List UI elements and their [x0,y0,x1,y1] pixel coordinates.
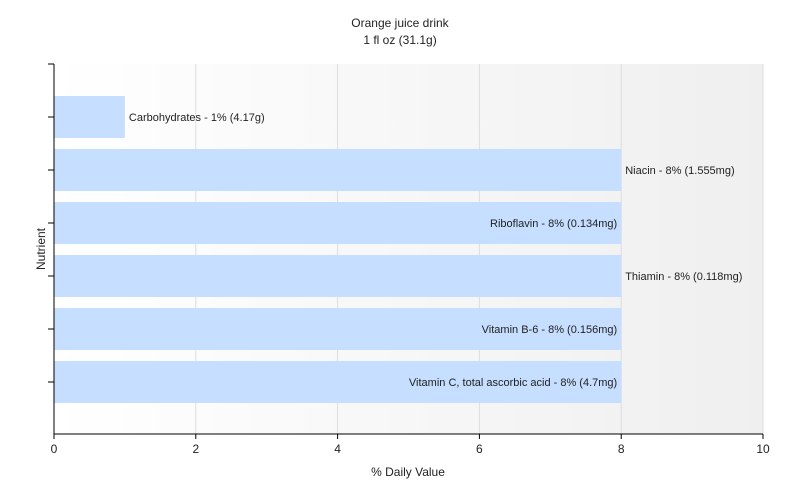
bar [54,149,622,191]
chart-title: Orange juice drink [351,16,449,30]
x-tick-label: 4 [334,442,341,456]
bar-label: Vitamin C, total ascorbic acid - 8% (4.7… [409,377,617,389]
y-axis-label: Nutrient [34,227,48,270]
bar-label: Vitamin B-6 - 8% (0.156mg) [482,324,618,336]
x-tick-label: 10 [756,442,770,456]
bars [54,96,622,403]
bar-label: Thiamin - 8% (0.118mg) [625,271,742,283]
bar [54,361,622,403]
x-tick-label: 2 [192,442,199,456]
x-tick-label: 6 [476,442,483,456]
x-tick-label: 0 [51,442,58,456]
x-axis-label: % Daily Value [371,465,445,479]
bar [54,96,125,138]
bar-labels: Carbohydrates - 1% (4.17g) Niacin - 8% (1… [129,112,742,389]
x-tick-label: 8 [618,442,625,456]
axes: 0 2 4 6 8 10 [48,63,770,456]
bar-label: Carbohydrates - 1% (4.17g) [129,112,265,124]
chart-subtitle: 1 fl oz (31.1g) [363,33,436,47]
bar [54,308,622,350]
bar [54,202,622,244]
bar-label: Niacin - 8% (1.555mg) [625,165,734,177]
bar [54,255,622,297]
bar-label: Riboflavin - 8% (0.134mg) [490,218,617,230]
